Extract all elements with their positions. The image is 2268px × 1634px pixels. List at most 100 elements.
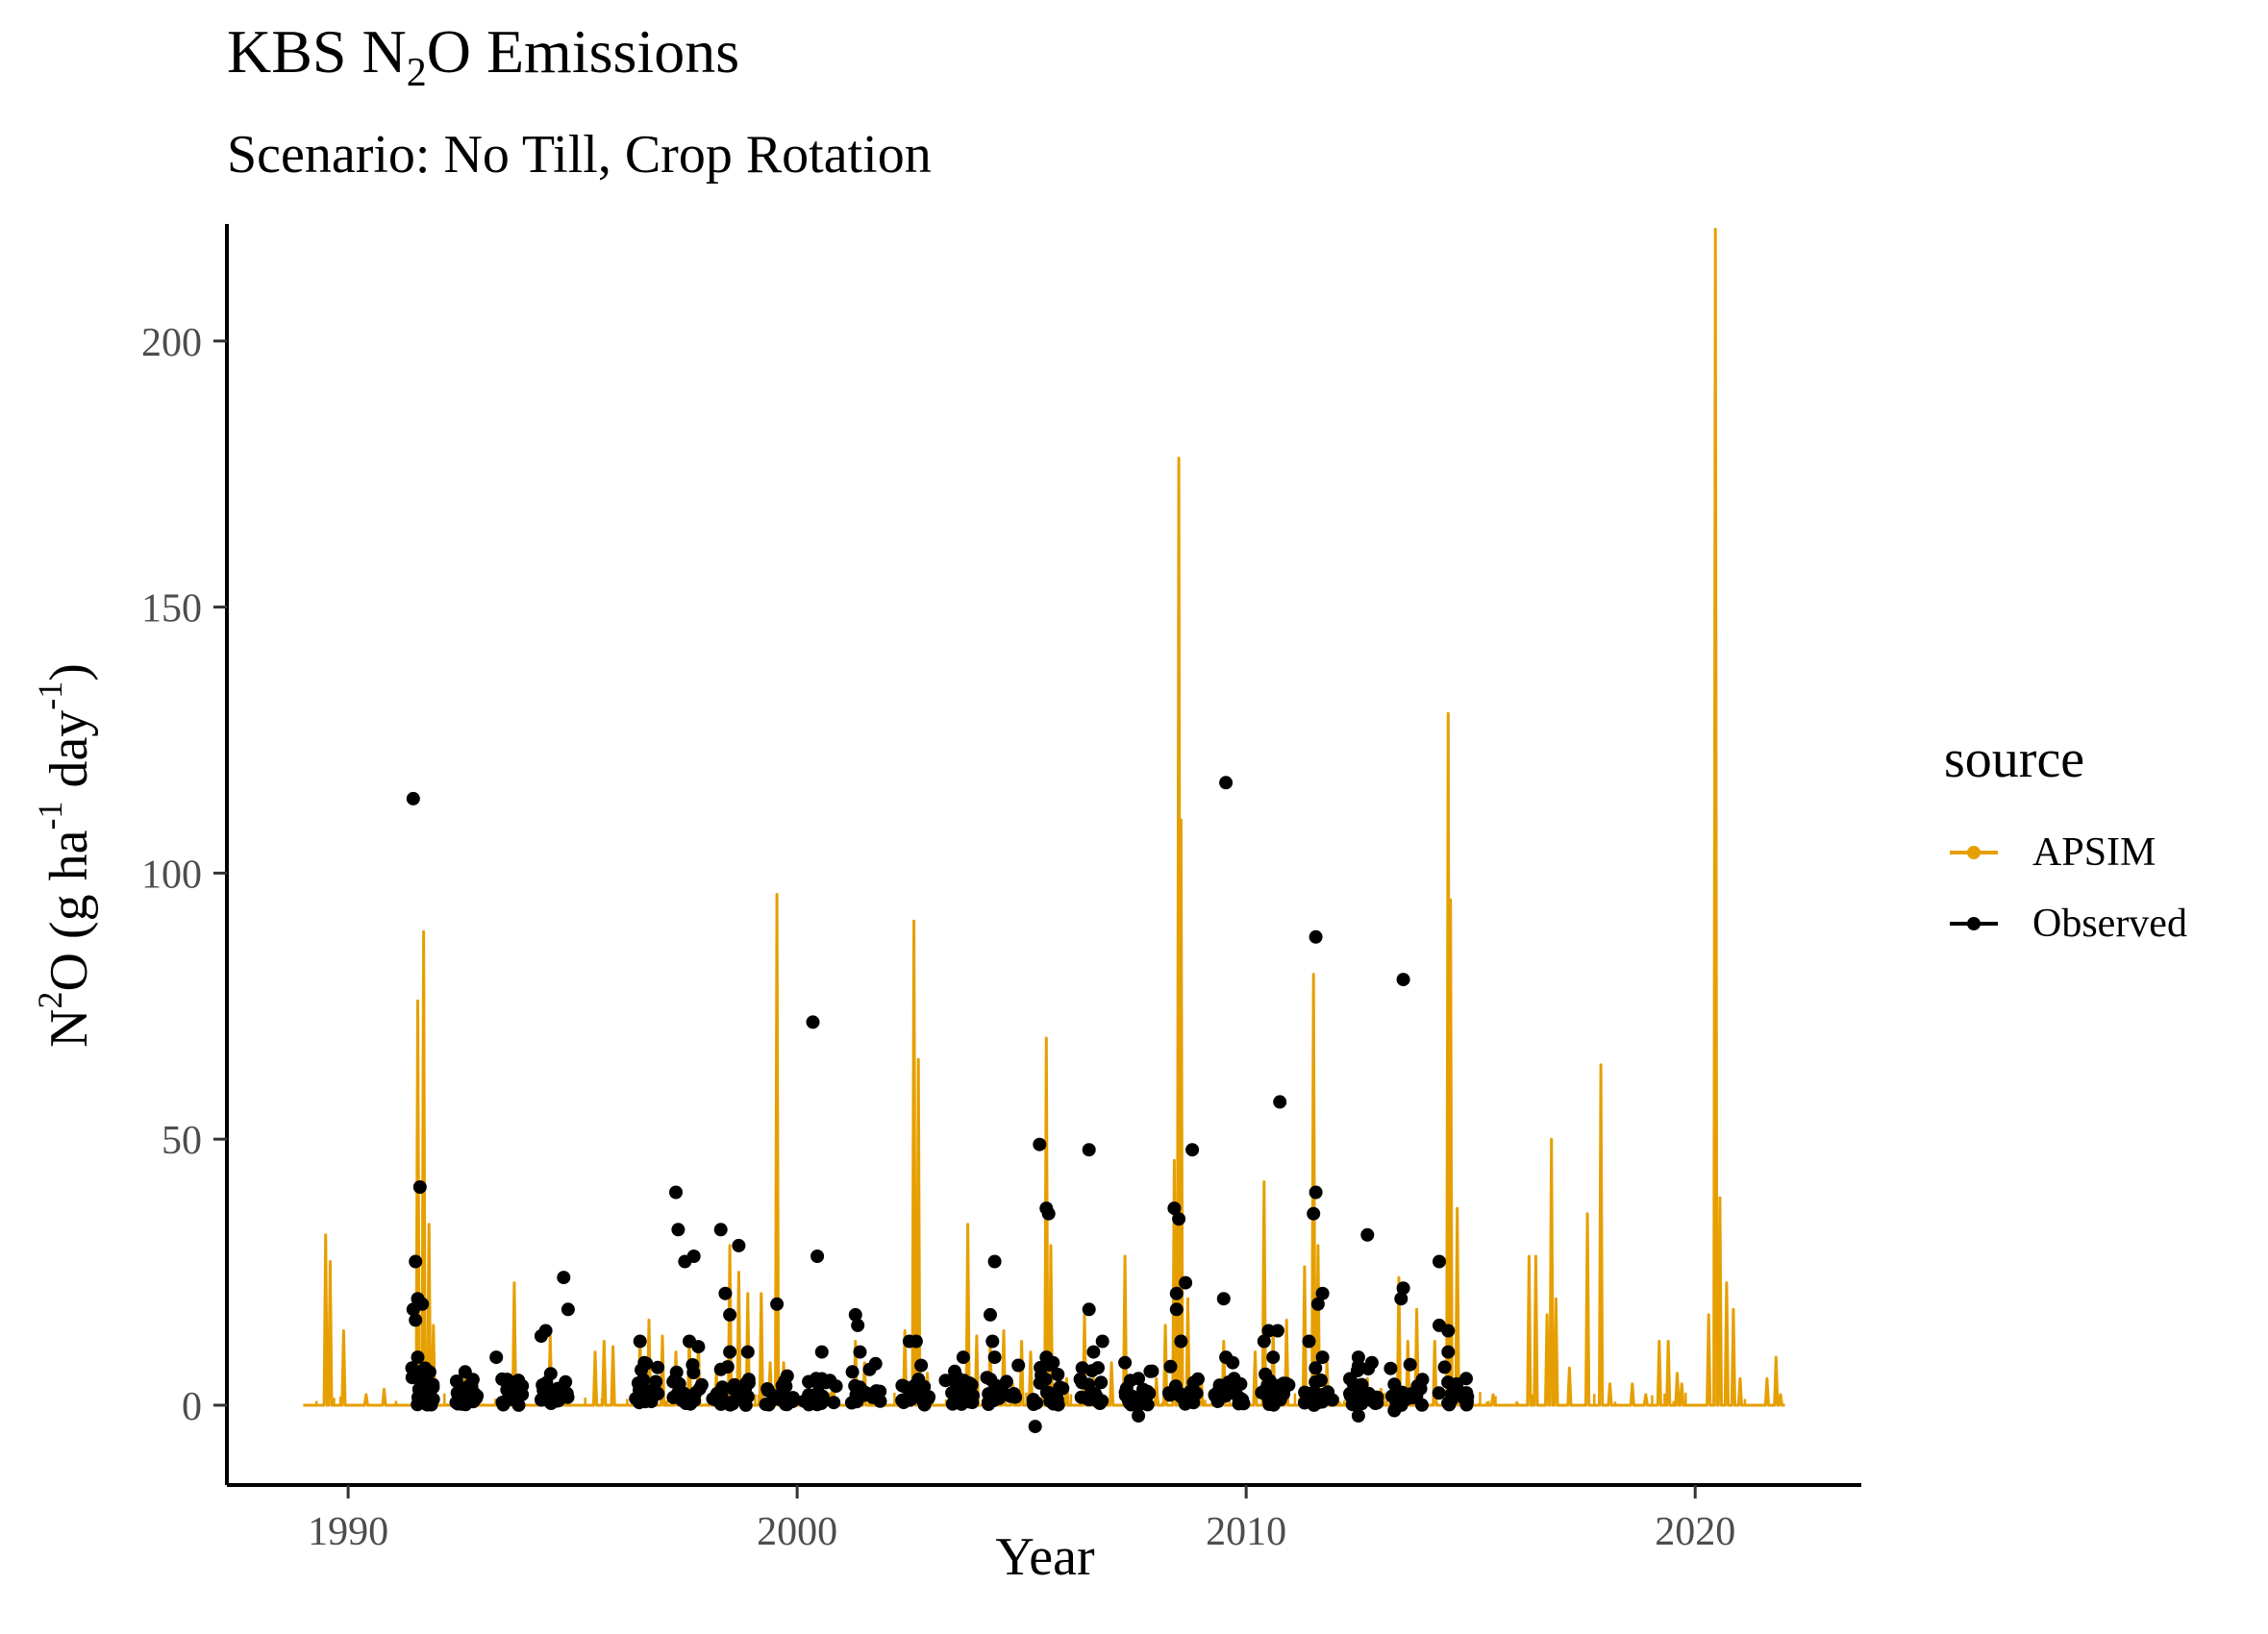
observed-point: [1231, 1389, 1245, 1403]
observed-point: [1351, 1409, 1365, 1423]
observed-point: [964, 1377, 979, 1392]
observed-point: [411, 1382, 426, 1397]
observed-point: [1387, 1403, 1402, 1418]
observed-point: [718, 1286, 733, 1300]
observed-point: [1219, 776, 1234, 790]
observed-point: [1387, 1377, 1402, 1392]
y-tick-label: 100: [141, 853, 202, 897]
observed-point: [1011, 1358, 1026, 1373]
observed-point: [1308, 1361, 1323, 1375]
observed-point: [914, 1358, 929, 1373]
x-axis-label: Year: [995, 1527, 1095, 1587]
observed-point: [1081, 1390, 1095, 1404]
observed-point: [559, 1374, 573, 1389]
observed-point: [1282, 1377, 1296, 1392]
legend-item-apsim: APSIM: [1944, 817, 2187, 888]
observed-point: [1119, 1381, 1134, 1396]
y-tick-label: 50: [162, 1119, 202, 1163]
observed-point: [1082, 1143, 1096, 1157]
observed-point: [1046, 1355, 1060, 1370]
observed-point: [1310, 1297, 1325, 1311]
apsim-line: [303, 228, 1785, 1407]
observed-point: [987, 1350, 1002, 1365]
observed-point: [409, 1313, 423, 1327]
observed-point: [1033, 1137, 1047, 1151]
observed-point: [552, 1387, 566, 1400]
observed-point: [1351, 1350, 1365, 1365]
observed-point: [759, 1398, 773, 1412]
observed-point: [1191, 1372, 1205, 1386]
observed-point: [1051, 1368, 1065, 1381]
observed-point: [761, 1383, 775, 1398]
observed-point: [1118, 1355, 1133, 1370]
chart-subtitle: Scenario: No Till, Crop Rotation: [227, 125, 932, 185]
observed-point: [1163, 1359, 1178, 1374]
observed-point: [814, 1345, 829, 1359]
observed-point: [857, 1385, 871, 1399]
observed-point: [917, 1398, 932, 1412]
observed-point: [1132, 1372, 1146, 1386]
observed-point: [713, 1223, 728, 1237]
observed-point: [1086, 1345, 1101, 1359]
observed-point: [1132, 1409, 1146, 1423]
observed-point: [850, 1395, 864, 1409]
observed-point: [1095, 1334, 1109, 1349]
observed-point: [1459, 1398, 1474, 1412]
x-tick-label: 2020: [1655, 1510, 1735, 1554]
observed-point: [688, 1386, 703, 1400]
observed-point: [1302, 1334, 1316, 1349]
observed-point: [738, 1376, 753, 1391]
observed-point: [740, 1345, 755, 1359]
observed-point: [648, 1385, 662, 1399]
observed-point: [945, 1397, 960, 1411]
observed-point: [853, 1345, 867, 1359]
observed-point: [1370, 1390, 1384, 1404]
y-tick-label: 0: [182, 1385, 202, 1429]
observed-point: [984, 1307, 997, 1322]
observed-point: [802, 1398, 816, 1412]
observed-point: [909, 1334, 923, 1349]
observed-point: [723, 1307, 737, 1322]
observed-point: [1364, 1355, 1379, 1370]
observed-point: [538, 1324, 553, 1338]
observed-point: [426, 1377, 440, 1392]
observed-point: [1441, 1345, 1456, 1359]
observed-point: [637, 1355, 652, 1370]
observed-point: [1145, 1364, 1159, 1378]
observed-point: [1218, 1389, 1233, 1403]
observed-point: [1433, 1254, 1446, 1269]
observed-point: [1049, 1389, 1063, 1403]
observed-point: [1459, 1372, 1473, 1386]
observed-point: [406, 791, 420, 805]
observed-point: [409, 1254, 423, 1269]
observed-point: [1161, 1386, 1176, 1400]
observed-point: [1396, 973, 1410, 987]
observed-point: [1437, 1360, 1452, 1374]
observed-point: [802, 1374, 816, 1389]
observed-point: [1313, 1374, 1328, 1387]
observed-point: [1398, 1387, 1412, 1401]
x-tick-label: 1990: [308, 1510, 388, 1554]
observed-point: [1270, 1324, 1284, 1338]
y-axis-label: N2O (g ha-1 day-1): [31, 663, 99, 1048]
observed-point: [716, 1394, 731, 1408]
observed-point: [1169, 1286, 1184, 1300]
observed-point: [1009, 1390, 1023, 1404]
legend-label-observed: Observed: [2032, 902, 2187, 946]
observed-point: [1356, 1385, 1369, 1399]
observed-point: [1216, 1292, 1231, 1306]
x-tick-label: 2000: [757, 1510, 837, 1554]
observed-point: [1432, 1386, 1446, 1400]
observed-point: [420, 1398, 435, 1412]
observed-point: [1307, 1206, 1321, 1221]
observed-point: [851, 1318, 865, 1332]
observed-point: [1179, 1275, 1193, 1290]
observed-point: [1260, 1378, 1275, 1393]
observed-point: [686, 1250, 701, 1263]
observed-point: [678, 1390, 692, 1404]
legend-label-apsim: APSIM: [2032, 830, 2156, 875]
observed-point: [465, 1373, 480, 1387]
observed-point: [845, 1365, 860, 1379]
observed-point: [1273, 1095, 1287, 1109]
